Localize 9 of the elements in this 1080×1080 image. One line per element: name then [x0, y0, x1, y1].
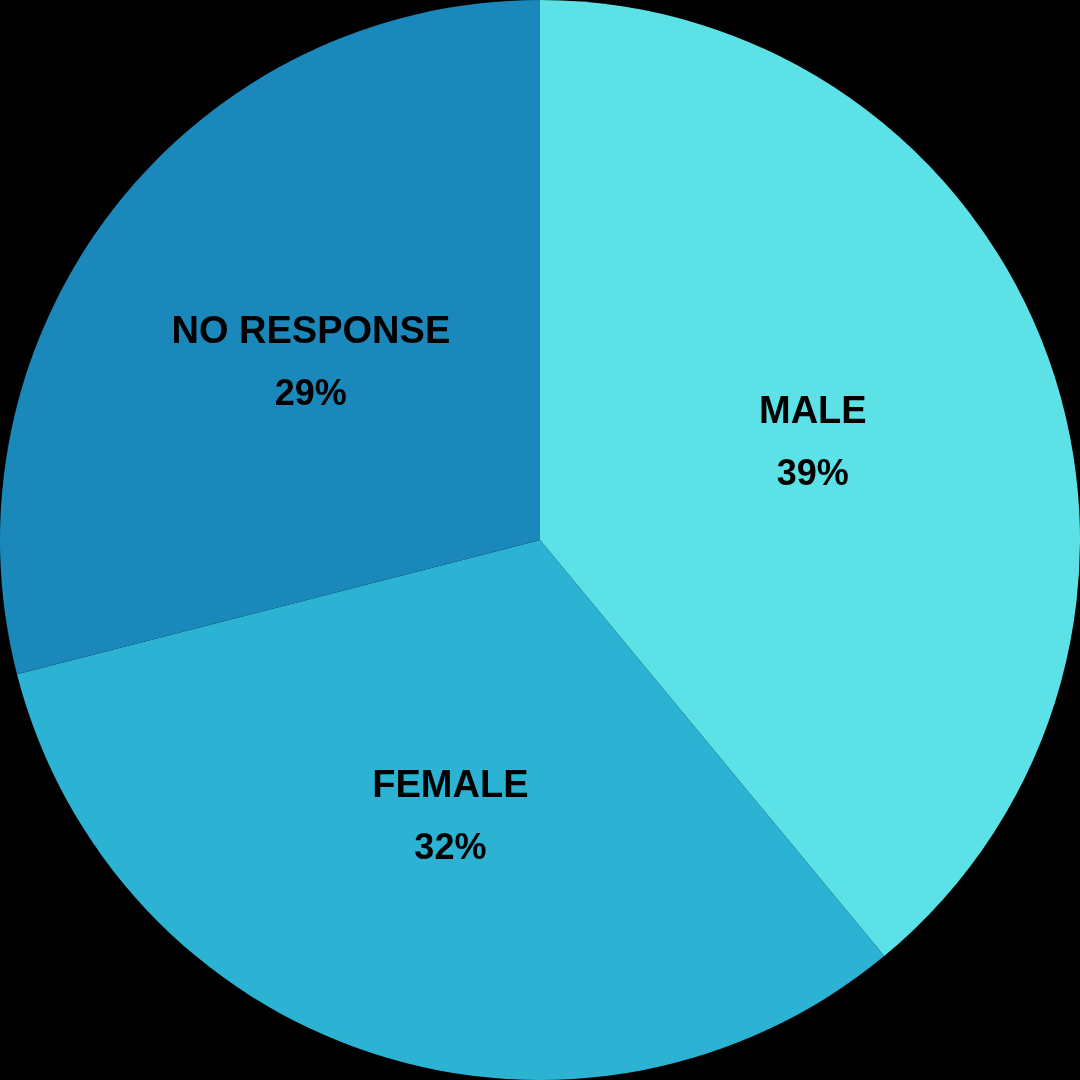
slice-label: MALE [759, 388, 867, 431]
data-label: 32% [414, 825, 487, 867]
data-label: 39% [776, 451, 849, 493]
data-label: 29% [274, 372, 347, 414]
slice-label: FEMALE [372, 762, 529, 805]
pie-slice [0, 0, 540, 675]
pie-slice [16, 540, 885, 1079]
pie-slice [540, 0, 1080, 957]
slice-label: NO RESPONSE [171, 309, 451, 352]
